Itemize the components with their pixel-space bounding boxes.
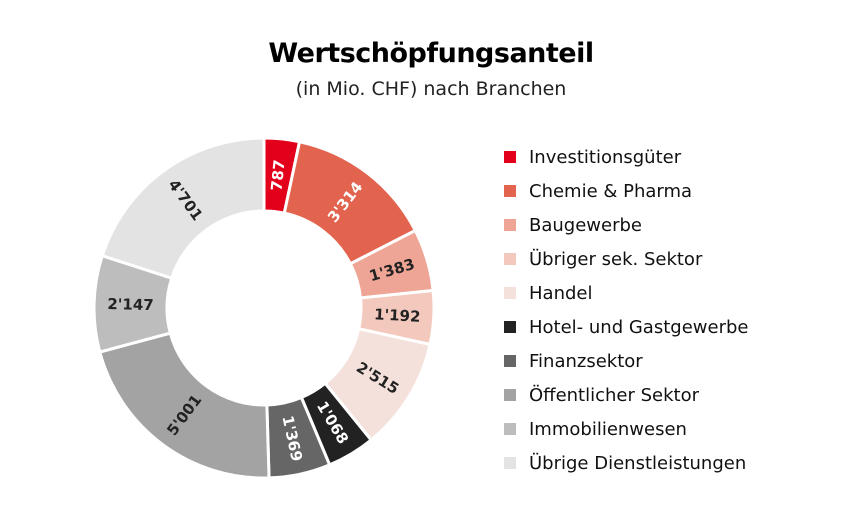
donut-slice [97,331,271,480]
legend-item: Hotel- und Gastgewerbe [504,310,748,344]
legend-label: Öffentlicher Sektor [529,384,700,406]
slice-data-label: 2'147 [107,295,154,314]
legend-label: Baugewerbe [529,214,642,236]
slice-data-label: 787 [267,159,288,192]
legend-item: Übriger sek. Sektor [504,242,748,276]
legend-swatch [504,389,516,401]
chart-subtitle: (in Mio. CHF) nach Branchen [295,78,567,100]
legend-item: Baugewerbe [504,208,748,242]
legend-item: Finanzsektor [504,344,748,378]
legend-item: Immobilienwesen [504,412,748,446]
chart-title: Wertschöpfungsanteil [268,38,594,69]
legend-swatch [504,185,516,197]
legend-swatch [504,219,516,231]
legend-swatch [504,423,516,435]
legend-item: Handel [504,276,748,310]
legend-label: Chemie & Pharma [529,180,693,202]
legend-swatch [504,151,516,163]
legend-label: Finanzsektor [529,350,643,372]
legend-item: Übrige Dienstleistungen [504,446,748,480]
chart-legend: Investitionsgüter Chemie & Pharma Baugewer… [504,140,748,480]
legend-label: Übrige Dienstleistungen [529,452,747,474]
legend-item: Investitionsgüter [504,140,748,174]
legend-label: Handel [529,282,593,304]
legend-item: Öffentlicher Sektor [504,378,748,412]
legend-swatch [504,355,516,367]
legend-label: Immobilienwesen [529,418,687,440]
donut-slice [100,136,266,281]
legend-swatch [504,287,516,299]
legend-item: Chemie & Pharma [504,174,748,208]
legend-label: Hotel- und Gastgewerbe [529,316,749,338]
legend-swatch [504,253,516,265]
legend-label: Investitionsgüter [529,146,682,168]
legend-label: Übriger sek. Sektor [529,248,703,270]
legend-swatch [504,321,516,333]
slice-data-label: 1'192 [374,305,421,326]
legend-swatch [504,457,516,469]
